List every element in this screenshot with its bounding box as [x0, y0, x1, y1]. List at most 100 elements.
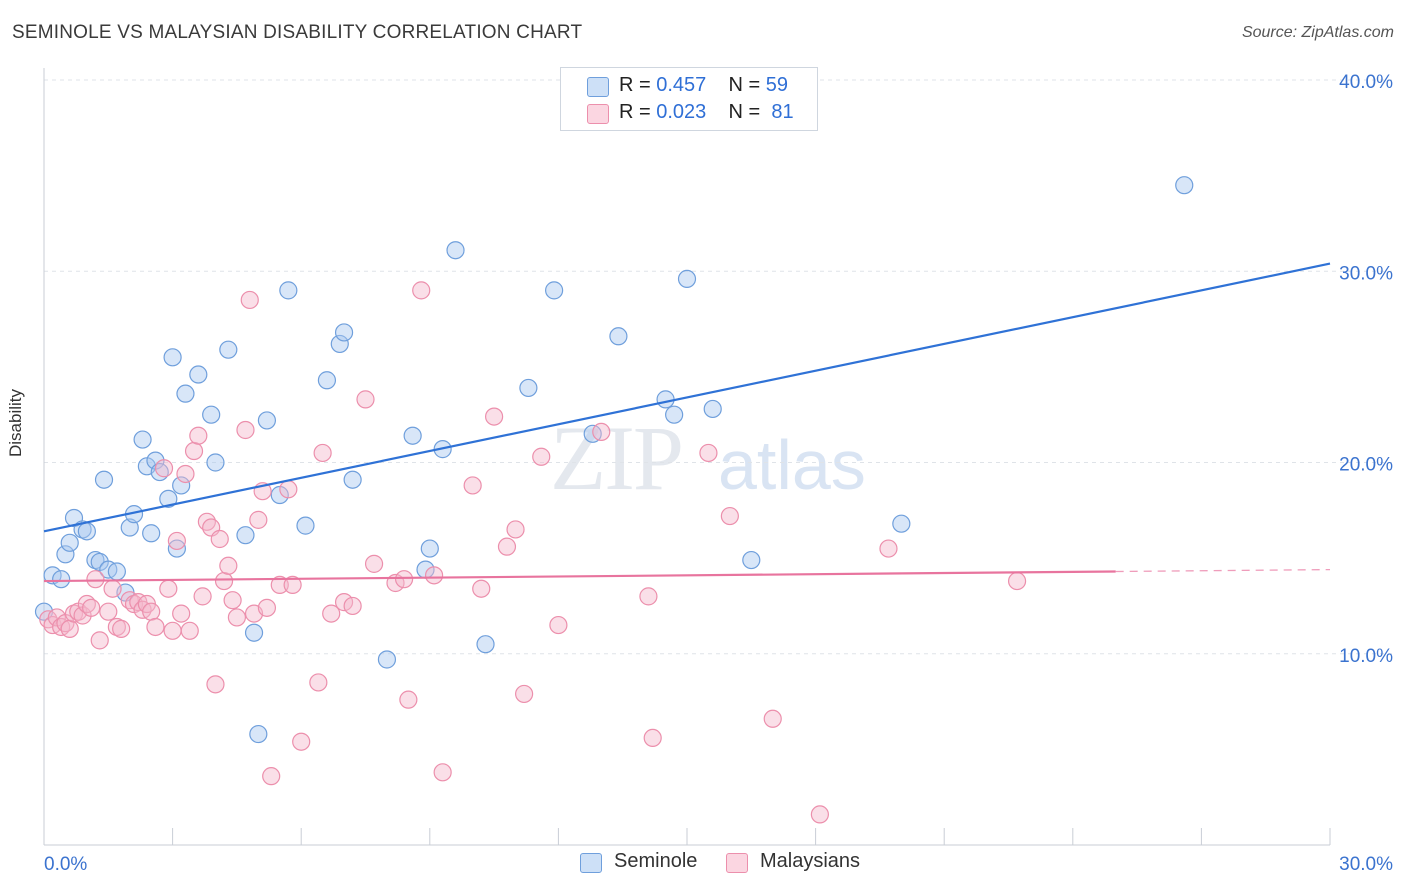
- malaysians-point: [257, 598, 277, 617]
- seminole-point: [77, 522, 96, 541]
- seminole-point: [377, 650, 397, 669]
- seminole-point: [257, 411, 277, 430]
- malaysians-point: [176, 464, 195, 484]
- seminole-point: [163, 348, 182, 367]
- r-value: 0.023: [656, 101, 707, 123]
- malaysians-point: [214, 571, 234, 591]
- malaysians-point: [60, 619, 79, 638]
- seminole-point: [330, 334, 349, 354]
- malaysians-point: [433, 763, 452, 782]
- malaysians-point: [249, 510, 268, 529]
- seminole-point: [133, 430, 152, 449]
- seminole-point: [476, 635, 495, 654]
- malaysians-point: [810, 805, 829, 824]
- seminole-point: [107, 562, 126, 581]
- seminole-point: [236, 526, 255, 545]
- seminole-point: [742, 550, 761, 570]
- malaysians-point: [154, 459, 174, 478]
- malaysians-point: [180, 621, 199, 640]
- n-value: 59: [765, 74, 789, 96]
- n-label: N =: [728, 74, 766, 96]
- malaysians-point: [1007, 571, 1027, 591]
- malaysians-point: [532, 447, 551, 466]
- malaysians-point: [412, 281, 431, 300]
- r-value: 0.457: [656, 74, 707, 96]
- seminole-point: [206, 453, 225, 472]
- seminole-point: [545, 281, 564, 300]
- malaysians-point: [159, 579, 178, 598]
- malaysians-point: [343, 596, 362, 616]
- seminole-point: [60, 533, 79, 552]
- malaysians-point: [193, 587, 212, 606]
- seminole-point: [609, 327, 628, 346]
- y-tick-label: 10.0%: [1339, 646, 1393, 667]
- malaysians-point: [184, 441, 204, 461]
- malaysians-point: [292, 732, 311, 751]
- malaysians-point: [592, 422, 611, 441]
- seminole-point: [244, 623, 264, 642]
- seminole-point: [343, 470, 362, 489]
- malaysians-point: [334, 593, 354, 612]
- malaysians-point: [103, 579, 122, 598]
- malaysians-point: [424, 566, 444, 585]
- malaysians-point: [643, 728, 662, 748]
- seminole-point: [172, 476, 191, 495]
- seminole-point: [519, 378, 538, 398]
- malaysians-point: [313, 443, 332, 463]
- seminole-point: [189, 365, 208, 384]
- seminole-point: [120, 518, 139, 537]
- malaysians-point: [167, 531, 186, 551]
- seminole-point: [703, 399, 722, 419]
- x-tick-label: 0.0%: [44, 854, 87, 875]
- legend-swatch-malaysians: [726, 853, 748, 873]
- seminole-point: [176, 384, 195, 403]
- malaysians-point: [90, 631, 109, 650]
- malaysians-point: [262, 767, 281, 786]
- seminole-point: [159, 489, 178, 508]
- malaysians-point: [515, 684, 534, 704]
- seminole-point: [1175, 176, 1194, 195]
- seminole-point: [403, 426, 422, 445]
- y-tick-label: 20.0%: [1339, 455, 1393, 476]
- malaysians-point: [720, 506, 739, 526]
- source-label: Source: ZipAtlas.com: [1241, 24, 1394, 41]
- seminole-point: [296, 516, 315, 535]
- seminole-point: [665, 405, 684, 424]
- malaysians-point: [322, 604, 341, 623]
- n-label: N =: [728, 101, 766, 123]
- r-label: R =: [619, 101, 657, 123]
- y-axis-label: Disability: [6, 388, 25, 457]
- y-tick-label: 40.0%: [1339, 72, 1393, 93]
- seminole-point: [142, 524, 161, 543]
- malaysians-point: [206, 675, 225, 694]
- malaysians-point: [364, 554, 384, 573]
- stats-legend: R = 0.457 N = 59 R = 0.023 N = 81: [560, 67, 818, 131]
- legend-label-seminole: Seminole: [614, 850, 698, 872]
- malaysians-point: [485, 407, 504, 426]
- malaysians-point: [172, 604, 191, 623]
- malaysians-point: [219, 556, 238, 575]
- malaysians-point: [112, 619, 131, 638]
- seminole-trend-line: [43, 262, 1331, 533]
- n-value: 81: [771, 101, 794, 123]
- seminole-point: [656, 390, 675, 409]
- seminole-point: [677, 269, 697, 288]
- malaysians-point: [223, 591, 242, 610]
- malaysians-point: [240, 290, 259, 310]
- malaysians-point: [283, 575, 302, 595]
- malaysians-trend-line: [43, 570, 1116, 583]
- legend-swatch-seminole: [580, 853, 602, 873]
- malaysians-point: [146, 617, 165, 637]
- malaysians-point: [82, 598, 101, 617]
- malaysians-point: [86, 570, 105, 589]
- seminole-point: [279, 281, 298, 300]
- watermark-atlas: atlas: [718, 426, 866, 504]
- seminole-point: [167, 539, 186, 558]
- malaysians-point: [356, 390, 375, 409]
- seminole-point: [56, 545, 75, 564]
- malaysians-point: [639, 587, 658, 606]
- seminole-point: [446, 241, 465, 260]
- malaysians-point: [549, 615, 568, 635]
- seminole-point: [202, 405, 221, 424]
